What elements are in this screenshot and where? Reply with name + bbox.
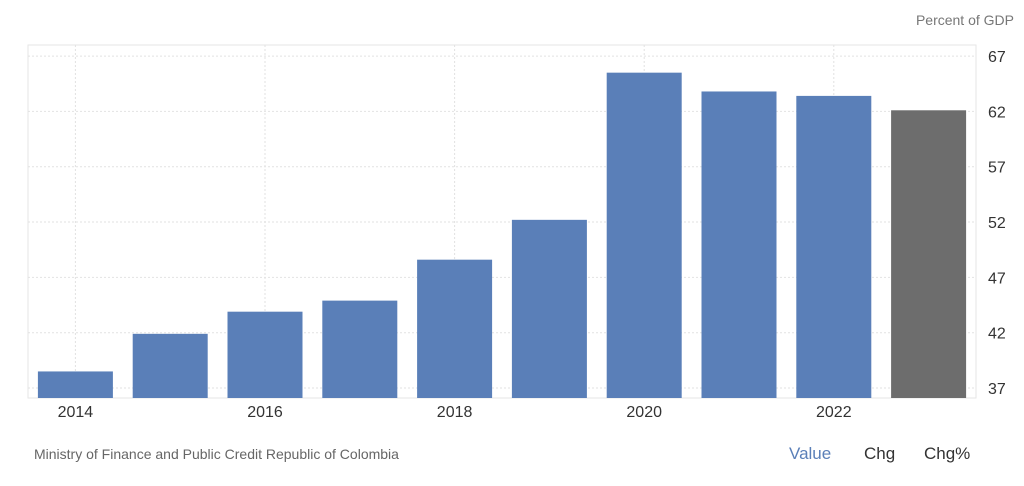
unit-label: Percent of GDP [915,12,1014,28]
y-tick-label: 47 [988,270,1006,287]
bar-chart: 37 42 47 52 57 62 67 2014 2016 2018 2020 2022 [27,44,1006,421]
source-label: Ministry of Finance and Public Credit Re… [34,446,399,462]
bar-2023[interactable] [891,110,967,399]
tab-value[interactable]: Value [789,444,832,463]
y-tick-label: 57 [988,160,1006,177]
bar-2015[interactable] [132,333,208,398]
bar-2022[interactable] [796,95,872,398]
y-tick-label: 52 [988,215,1006,232]
bar-2017[interactable] [322,300,398,398]
x-tick-label: 2020 [626,404,662,421]
y-tick-label: 42 [988,326,1006,343]
bar-2018[interactable] [417,259,493,398]
bar-2019[interactable] [511,219,587,398]
tab-chg-percent[interactable]: Chg% [924,444,971,463]
y-tick-label: 67 [988,49,1006,66]
bar-2021[interactable] [701,91,777,398]
x-tick-label: 2016 [247,404,283,421]
bar-2014[interactable] [37,371,113,398]
tab-chg[interactable]: Chg [864,444,896,463]
y-tick-label: 37 [988,381,1006,398]
x-tick-label: 2018 [437,404,473,421]
x-tick-label: 2014 [58,404,94,421]
x-tick-label: 2022 [816,404,852,421]
bar-2016[interactable] [227,311,303,398]
y-tick-label: 62 [988,104,1006,121]
bar-2020[interactable] [606,72,682,398]
plot-border [27,44,977,399]
